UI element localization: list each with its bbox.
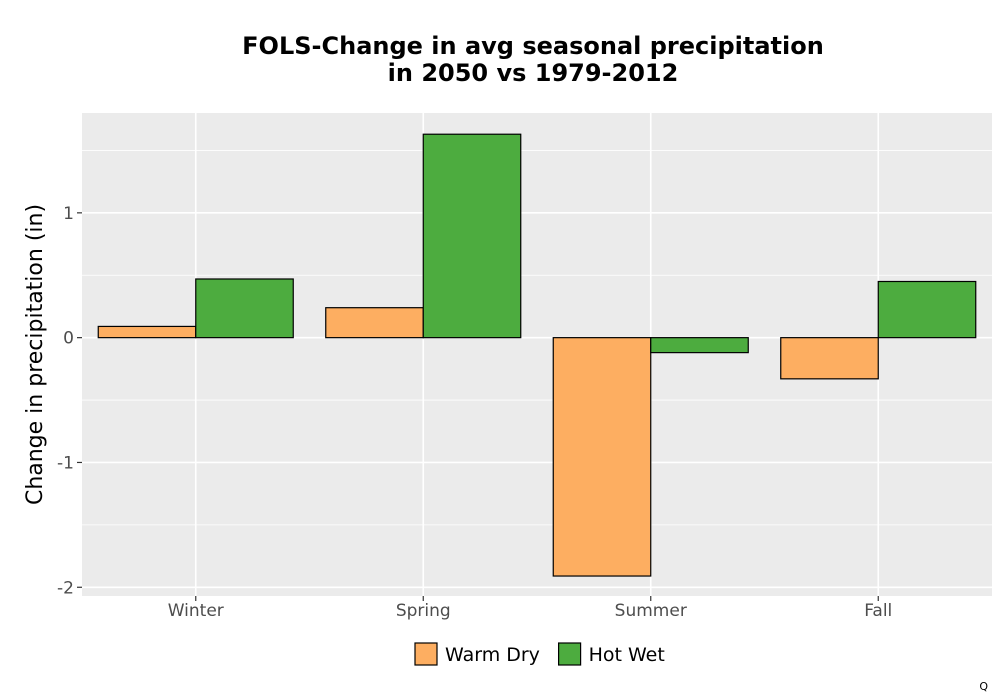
corner-mark: Q [979,680,988,693]
grid-minor [82,150,992,526]
bar-hot-wet-spring [422,133,522,339]
legend-key-hot-wet [557,642,582,666]
bar-warm-dry-spring [325,307,424,339]
y-tick-label: -2 [57,578,74,598]
bars [97,133,977,577]
x-tick-label: Spring [396,601,451,621]
legend-label-warm-dry: Warm Dry [445,644,540,666]
x-axis: Winter Spring Summer Fall [168,596,892,621]
legend-label-hot-wet: Hot Wet [589,644,665,666]
chart-title: FOLS-Change in avg seasonal precipitatio… [242,32,824,87]
bar-hot-wet-winter [195,278,294,339]
x-tick-label: Fall [864,601,892,621]
y-tick-label: 1 [63,204,74,224]
bar-hot-wet-summer [650,337,749,354]
y-tick-label: 0 [63,329,74,349]
x-tick-label: Winter [168,601,224,621]
y-tick-label: -1 [57,453,74,473]
legend-key-warm-dry [414,642,438,666]
x-tick-label: Summer [615,601,687,621]
bar-warm-dry-fall [780,337,879,380]
legend: Warm Dry Hot Wet [414,642,665,666]
chart-title-line: in 2050 vs 1979-2012 [388,59,679,87]
bar-warm-dry-winter [97,325,197,339]
y-axis: -2 -1 0 1 [57,204,82,598]
bar-hot-wet-fall [877,280,977,339]
chart-title-line: FOLS-Change in avg seasonal precipitatio… [242,32,824,60]
y-axis-title: Change in precipitation (in) [23,204,48,505]
bar-warm-dry-summer [552,337,652,577]
